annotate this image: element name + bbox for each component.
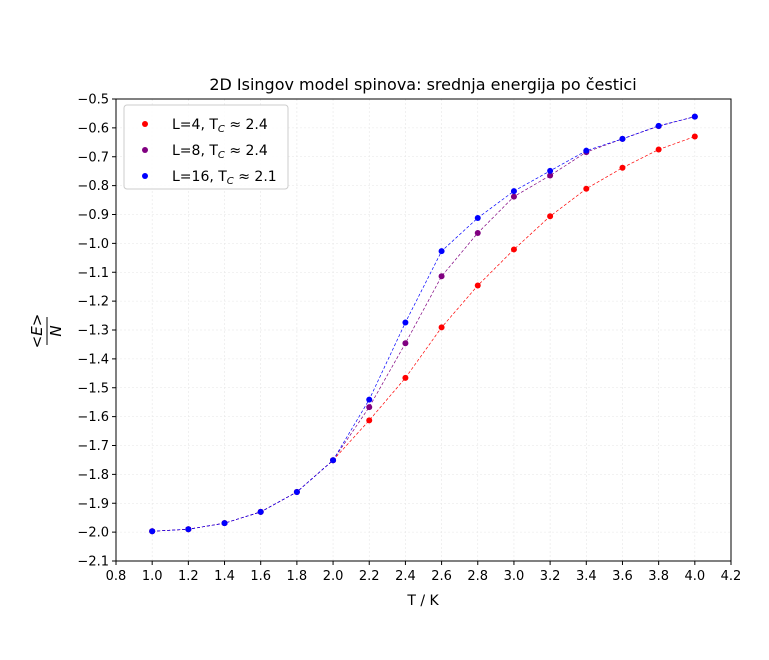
- x-tick-label: 2.0: [323, 569, 344, 584]
- svg-text:<E>: <E>: [28, 314, 46, 349]
- legend-label: L=16, TC ≈ 2.1: [172, 169, 277, 187]
- y-tick-label: −1.6: [77, 410, 109, 425]
- data-point: [547, 213, 554, 220]
- x-tick-label: 2.4: [395, 569, 416, 584]
- svg-text:N: N: [47, 325, 65, 336]
- data-point: [510, 188, 517, 195]
- y-tick-label: −0.6: [77, 121, 109, 136]
- y-axis-label: <E> N: [28, 314, 65, 349]
- x-tick-label: 1.0: [142, 569, 163, 584]
- legend-label: L=4, TC ≈ 2.4: [172, 117, 268, 135]
- data-point: [474, 229, 481, 236]
- y-tick-label: −1.2: [77, 295, 109, 310]
- data-point: [185, 526, 192, 533]
- y-tick-label: −1.5: [77, 381, 109, 396]
- data-point: [691, 113, 698, 120]
- x-axis-label: T / K: [406, 593, 439, 609]
- data-point: [547, 172, 554, 179]
- data-point: [221, 520, 228, 527]
- y-tick-label: −2.1: [77, 555, 109, 570]
- data-point: [619, 164, 626, 171]
- y-tick-label: −1.3: [77, 324, 109, 339]
- x-tick-label: 4.0: [684, 569, 705, 584]
- legend-label: L=8, TC ≈ 2.4: [172, 143, 268, 161]
- series-3: [149, 113, 698, 535]
- data-point: [510, 246, 517, 253]
- legend-entry: L=8, TC ≈ 2.4: [142, 143, 268, 161]
- x-tick-label: 2.6: [431, 569, 452, 584]
- legend: L=4, TC ≈ 2.4 L=8, TC ≈ 2.4 L=16, TC ≈ 2.1: [123, 104, 289, 190]
- data-point: [402, 340, 409, 347]
- y-tick-label: −1.0: [77, 237, 109, 252]
- x-tick-label: 3.6: [612, 569, 633, 584]
- y-tick-label: −1.1: [77, 266, 109, 281]
- data-point: [474, 282, 481, 289]
- data-point: [691, 133, 698, 140]
- x-tick-label: 2.8: [467, 569, 488, 584]
- legend-entry: L=16, TC ≈ 2.1: [142, 169, 277, 187]
- data-point: [257, 508, 264, 515]
- x-tick-label: 1.8: [287, 569, 308, 584]
- data-point: [438, 324, 445, 331]
- data-point: [583, 147, 590, 154]
- data-point: [438, 248, 445, 255]
- x-tick-label: 1.4: [214, 569, 235, 584]
- data-point: [149, 528, 156, 535]
- x-tick-label: 3.2: [540, 569, 561, 584]
- data-point: [547, 167, 554, 174]
- axis-ticks: 0.8 1.0 1.2 1.4 1.6 1.8 2.0 2.2 2.4 2.6 2.8 3.0 3.2 3…: [77, 93, 741, 585]
- data-point: [293, 488, 300, 495]
- x-tick-label: 3.0: [504, 569, 525, 584]
- y-tick-label: −1.7: [77, 439, 109, 454]
- data-point: [402, 374, 409, 381]
- legend-entry: L=4, TC ≈ 2.4: [142, 117, 268, 135]
- x-tick-label: 4.2: [721, 569, 742, 584]
- data-point: [655, 146, 662, 153]
- y-tick-label: −0.8: [77, 179, 109, 194]
- y-tick-label: −2.0: [77, 526, 109, 541]
- y-tick-label: −1.9: [77, 497, 109, 512]
- data-point: [366, 396, 373, 403]
- x-tick-label: 3.8: [648, 569, 669, 584]
- data-point: [510, 193, 517, 200]
- y-tick-label: −0.7: [77, 150, 109, 165]
- legend-box: [123, 104, 289, 190]
- data-point: [655, 122, 662, 129]
- data-point: [619, 135, 626, 142]
- legend-marker: [142, 147, 148, 153]
- y-tick-label: −1.8: [77, 468, 109, 483]
- data-point: [366, 404, 373, 411]
- chart-title: 2D Isingov model spinova: srednja energi…: [209, 75, 636, 94]
- series-line: [152, 116, 695, 532]
- y-tick-label: −0.9: [77, 208, 109, 223]
- y-tick-label: −1.4: [77, 352, 109, 367]
- x-tick-label: 1.2: [178, 569, 199, 584]
- x-tick-label: 0.8: [106, 569, 127, 584]
- x-tick-label: 1.6: [250, 569, 271, 584]
- x-tick-label: 2.2: [359, 569, 380, 584]
- data-point: [438, 273, 445, 280]
- legend-marker: [142, 173, 148, 179]
- data-point: [474, 214, 481, 221]
- plot-series: [149, 113, 698, 535]
- x-tick-label: 3.4: [576, 569, 597, 584]
- data-point: [330, 457, 337, 464]
- data-point: [366, 417, 373, 424]
- y-tick-label: −0.5: [77, 93, 109, 108]
- data-point: [402, 319, 409, 326]
- data-point: [583, 185, 590, 192]
- legend-marker: [142, 121, 148, 127]
